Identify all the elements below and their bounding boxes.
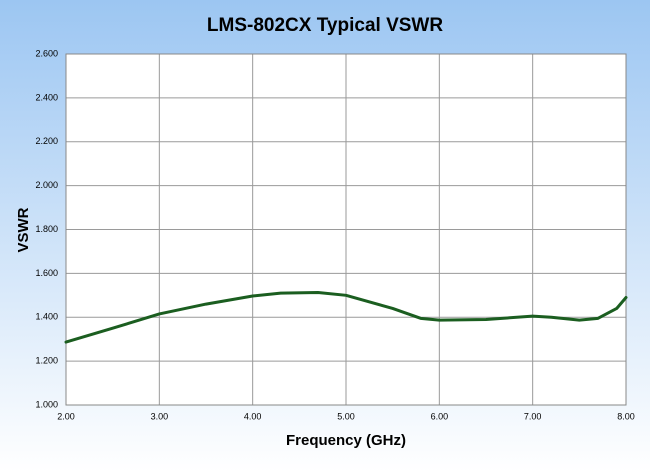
y-tick-label: 1.600 (35, 268, 58, 278)
y-tick-label: 2.400 (35, 92, 58, 102)
y-tick-label: 1.400 (35, 312, 58, 322)
y-axis-label: VSWR (15, 207, 32, 252)
x-tick-label: 8.00 (617, 411, 635, 421)
x-tick-label: 3.00 (151, 411, 169, 421)
x-tick-label: 5.00 (337, 411, 355, 421)
y-tick-label: 1.800 (35, 224, 58, 234)
x-axis-label: Frequency (GHz) (286, 432, 406, 449)
y-tick-label: 2.000 (35, 180, 58, 190)
y-tick-label: 1.000 (35, 399, 58, 409)
x-tick-label: 4.00 (244, 411, 262, 421)
y-tick-label: 2.600 (35, 48, 58, 58)
chart-title: LMS-802CX Typical VSWR (207, 15, 443, 36)
x-tick-label: 2.00 (57, 411, 75, 421)
line-series (64, 290, 628, 344)
x-tick-label: 7.00 (524, 411, 542, 421)
plot-border (65, 53, 627, 406)
x-tick-label: 6.00 (431, 411, 449, 421)
y-tick-label: 1.200 (35, 356, 58, 366)
y-tick-label: 2.200 (35, 136, 58, 146)
